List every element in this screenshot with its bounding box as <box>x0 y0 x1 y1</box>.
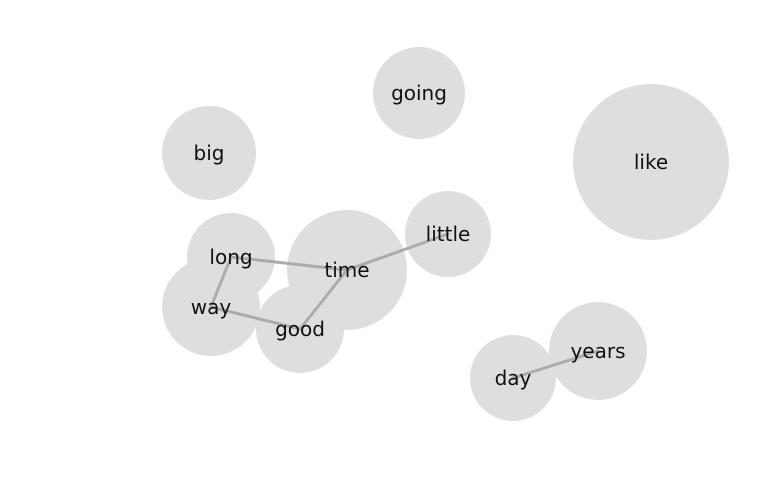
node-label-big: big <box>194 141 225 165</box>
link-day-years <box>511 349 600 380</box>
node-bubble-like <box>573 84 729 240</box>
link-long-time <box>229 255 349 272</box>
node-label-years: years <box>570 339 625 363</box>
link-time-little <box>345 232 450 272</box>
node-bubble-big <box>162 106 256 200</box>
link-good-time <box>298 268 349 331</box>
link-layer <box>209 232 600 380</box>
link-way-good <box>209 305 302 331</box>
node-label-little: little <box>426 222 471 246</box>
node-label-going: going <box>391 81 447 105</box>
node-label-good: good <box>275 317 325 341</box>
node-label-long: long <box>209 245 252 269</box>
link-long-way <box>209 255 233 309</box>
node-label-layer: going big like long way time good little years da… <box>191 81 668 390</box>
node-label-day: day <box>495 366 532 390</box>
node-bubble-going <box>373 47 465 139</box>
node-label-way: way <box>191 295 232 319</box>
node-label-like: like <box>634 150 668 174</box>
node-label-time: time <box>324 258 369 282</box>
